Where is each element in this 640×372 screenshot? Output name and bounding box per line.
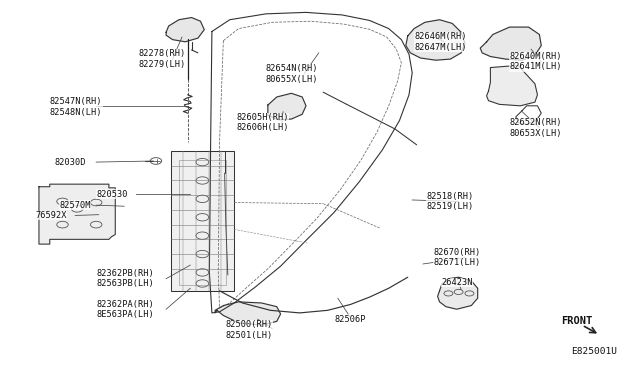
Polygon shape [171, 151, 234, 291]
Polygon shape [215, 302, 280, 325]
Text: 82547N(RH)
82548N(LH): 82547N(RH) 82548N(LH) [50, 97, 102, 116]
Polygon shape [268, 93, 306, 120]
Text: FRONT: FRONT [562, 316, 593, 326]
Polygon shape [166, 17, 204, 42]
Polygon shape [406, 20, 465, 60]
Text: 82605H(RH)
82606H(LH): 82605H(RH) 82606H(LH) [236, 113, 289, 132]
Text: 82278(RH)
82279(LH): 82278(RH) 82279(LH) [139, 49, 186, 69]
Text: 82030D: 82030D [54, 158, 86, 167]
Text: 820530: 820530 [96, 190, 128, 199]
Text: 82670(RH)
82671(LH): 82670(RH) 82671(LH) [433, 248, 481, 267]
Text: 82500(RH)
82501(LH): 82500(RH) 82501(LH) [225, 321, 273, 340]
Text: 76592X: 76592X [35, 211, 67, 220]
Polygon shape [39, 184, 115, 244]
Text: 82640M(RH)
82641M(LH): 82640M(RH) 82641M(LH) [509, 52, 562, 71]
Polygon shape [480, 27, 541, 60]
Polygon shape [438, 277, 477, 309]
Text: 82654N(RH)
80655X(LH): 82654N(RH) 80655X(LH) [266, 64, 319, 83]
Text: 82518(RH)
82519(LH): 82518(RH) 82519(LH) [427, 192, 474, 211]
Text: 82506P: 82506P [335, 315, 366, 324]
Text: 82652N(RH)
80653X(LH): 82652N(RH) 80653X(LH) [509, 118, 562, 138]
Text: 82570M: 82570M [60, 201, 91, 210]
Polygon shape [486, 65, 538, 106]
Text: 26423N: 26423N [441, 278, 472, 287]
Text: 82646M(RH)
82647M(LH): 82646M(RH) 82647M(LH) [414, 32, 467, 51]
Text: 82362PA(RH)
8E563PA(LH): 82362PA(RH) 8E563PA(LH) [96, 299, 154, 319]
Text: 82362PB(RH)
82563PB(LH): 82362PB(RH) 82563PB(LH) [96, 269, 154, 288]
Text: E825001U: E825001U [572, 347, 618, 356]
